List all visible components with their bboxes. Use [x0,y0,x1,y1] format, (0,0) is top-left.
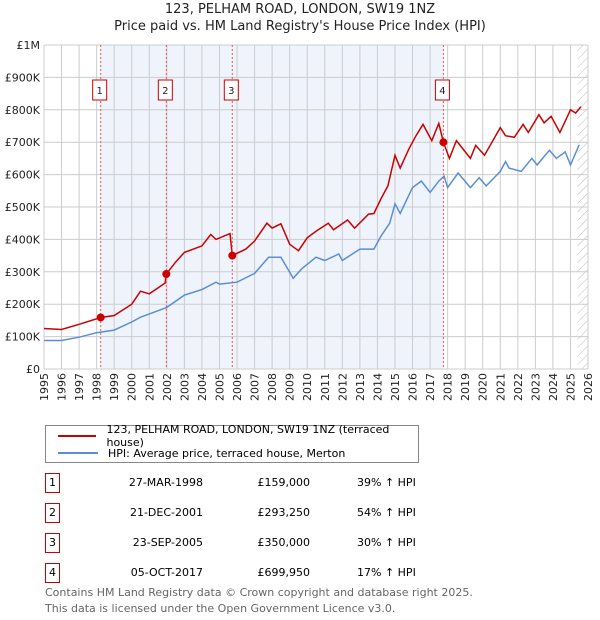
x-tick-label: 2017 [424,373,437,401]
legend-item-hpi: HPI: Average price, terraced house, Mert… [58,445,345,461]
x-tick-label: 2026 [582,373,595,401]
sale-hpi-change: 17% ↑ HPI [357,566,416,579]
x-tick-label: 2019 [459,373,472,401]
x-tick-label: 2016 [407,373,420,401]
x-tick-label: 2012 [336,373,349,401]
y-tick-label: £0 [26,363,40,376]
legend-label: 123, PELHAM ROAD, LONDON, SW19 1NZ (terr… [106,423,390,449]
sale-point [439,138,448,147]
footer-copyright: Contains HM Land Registry data © Crown c… [45,586,473,599]
sale-date: 27-MAR-1998 [128,476,203,489]
x-tick-label: 2009 [284,373,297,401]
x-tick-label: 2021 [494,373,507,401]
sale-price: £699,950 [257,566,311,579]
sale-date: 05-OCT-2017 [130,566,203,579]
y-tick-label: £500K [5,201,41,214]
x-tick-label: 2023 [529,373,542,401]
sale-label-box [157,79,173,101]
property-price-line [43,106,582,331]
x-tick-label: 1996 [56,373,69,401]
sale-hpi-change: 54% ↑ HPI [357,506,416,519]
red-line-swatch [58,435,97,437]
y-tick-label: £700K [5,136,41,149]
sale-price: £350,000 [257,536,311,549]
x-tick-label: 1995 [38,373,51,401]
x-tick-label: 2025 [564,373,577,401]
x-tick-label: 2004 [196,373,209,401]
sale-label: 3 [228,86,234,97]
y-tick-label: £100K [5,331,41,344]
x-tick-label: 2011 [319,373,332,401]
x-tick-label: 2008 [266,373,279,401]
x-tick-label: 1999 [108,373,121,401]
sale-label-box [223,79,239,101]
hpi-line [44,144,580,342]
x-tick-label: 2007 [249,373,262,401]
x-tick-label: 2014 [371,373,384,401]
x-tick-label: 2002 [161,373,174,401]
x-tick-label: 2005 [213,373,226,401]
x-tick-label: 2010 [301,373,314,401]
x-tick-label: 2024 [547,373,560,401]
y-tick-label: £800K [5,104,41,117]
sale-number: 4 [45,563,60,583]
sale-hpi-change: 30% ↑ HPI [357,536,416,549]
x-tick-label: 2001 [143,373,156,401]
chart-subtitle: Price paid vs. HM Land Registry's House … [114,19,486,34]
sale-label: 2 [162,86,168,97]
sale-price: £293,250 [257,506,311,519]
sale-label: 1 [96,86,102,97]
footer-licence: This data is licensed under the Open Gov… [45,602,396,615]
y-tick-label: £200K [5,298,41,311]
x-tick-label: 2003 [178,373,191,401]
legend-item-property: 123, PELHAM ROAD, LONDON, SW19 1NZ (terr… [58,423,418,449]
x-tick-label: 2013 [354,373,367,401]
sale-number: 2 [45,503,60,523]
y-tick-label: £900K [5,71,41,84]
legend: 123, PELHAM ROAD, LONDON, SW19 1NZ (terr… [45,423,419,463]
price-chart: 1995 1996 1997 1998 1999 2000 2001 2002 2003 2004… [5,39,595,401]
sale-point [228,251,237,260]
x-tick-label: 2020 [477,373,490,401]
sale-number: 3 [45,533,60,553]
sale-date: 23-SEP-2005 [132,536,203,549]
blue-line-swatch [58,452,98,454]
x-tick-label: 1998 [91,373,104,401]
x-tick-label: 2000 [126,373,139,401]
sale-price: £159,000 [257,476,311,489]
x-tick-label: 2015 [389,373,402,401]
sale-hpi-change: 39% ↑ HPI [357,476,416,489]
x-tick-label: 1997 [73,373,86,401]
chart-title: 123, PELHAM ROAD, LONDON, SW19 1NZ [164,2,436,17]
sale-label-box [434,79,450,101]
x-tick-label: 2006 [231,373,244,401]
x-tick-label: 2022 [512,373,525,401]
sale-date: 21-DEC-2001 [129,506,203,519]
x-tick-label: 2018 [442,373,455,401]
y-tick-label: £600K [5,169,41,182]
sale-point [162,269,171,278]
sale-point [96,313,105,322]
y-tick-label: £400K [5,233,41,246]
sale-number: 1 [45,473,60,493]
y-tick-label: £1M [17,39,41,52]
legend-label: HPI: Average price, terraced house, Mert… [108,446,346,460]
sale-label-box [92,79,108,101]
sale-label: 4 [439,86,445,97]
y-tick-label: £300K [5,266,41,279]
